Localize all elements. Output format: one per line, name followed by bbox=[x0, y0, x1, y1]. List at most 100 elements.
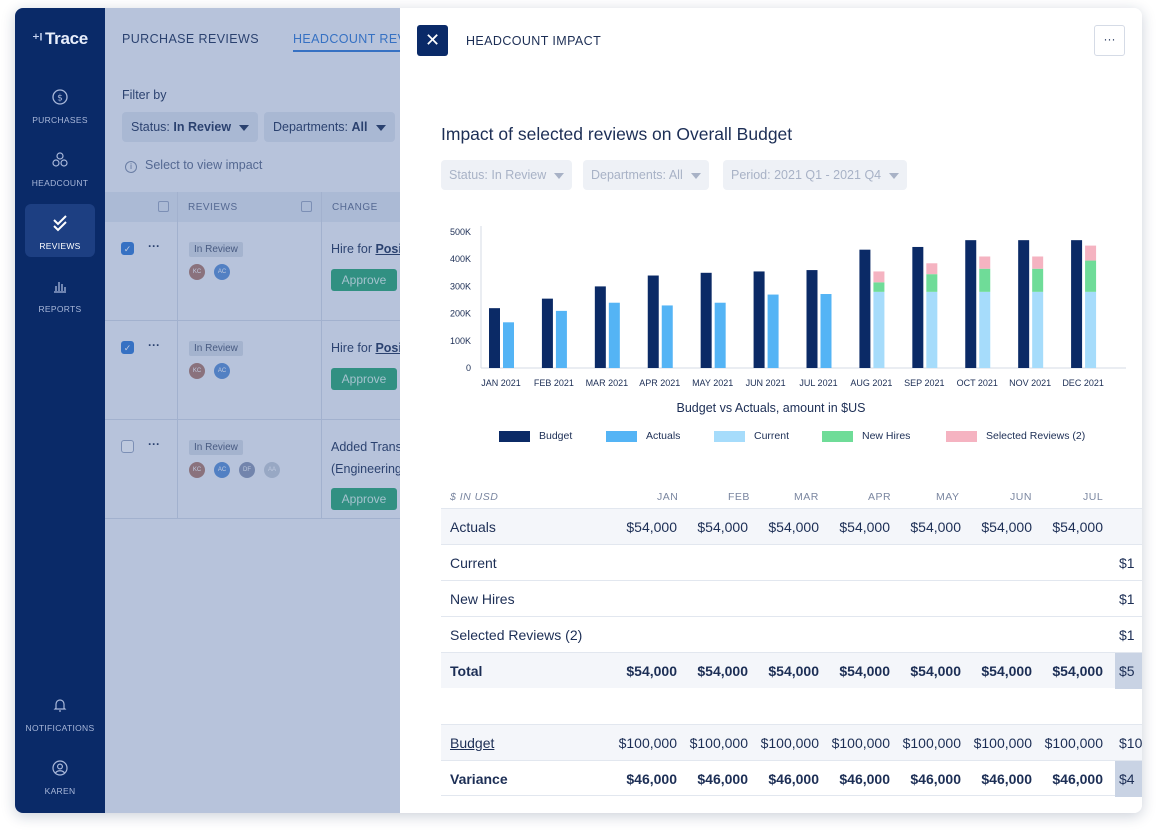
bar-budget bbox=[1018, 240, 1030, 368]
x-tick-label: MAY 2021 bbox=[692, 378, 733, 388]
y-tick-label: 300K bbox=[450, 281, 471, 291]
bar-budget bbox=[647, 275, 659, 368]
tab-purchase-reviews[interactable]: PURCHASE REVIEWS bbox=[122, 32, 259, 46]
truncated-value: $1 bbox=[1119, 555, 1135, 571]
truncated-value: $1 bbox=[1119, 627, 1135, 643]
bar-current bbox=[1032, 291, 1044, 368]
table-cell: $46,000 bbox=[768, 771, 819, 787]
filter-label: Departments: bbox=[591, 168, 667, 182]
legend-label: Budget bbox=[539, 430, 573, 442]
column-header-reviews[interactable]: REVIEWS bbox=[188, 202, 238, 213]
row-menu-icon[interactable]: ··· bbox=[148, 338, 160, 352]
row-checkbox[interactable] bbox=[121, 440, 134, 453]
chevron-down-icon bbox=[554, 172, 565, 179]
approve-button[interactable]: Approve bbox=[331, 368, 397, 390]
table-row[interactable]: ··· In Review KC AC DF AA Added Trans (E… bbox=[105, 420, 415, 519]
truncated-value: $5 bbox=[1119, 663, 1135, 679]
table-cell-truncated bbox=[1115, 509, 1142, 545]
legend-swatch bbox=[714, 430, 745, 442]
hint-text: Select to view impact bbox=[145, 158, 263, 172]
legend-item-budget: Budget bbox=[499, 430, 572, 442]
table-row-selected-reviews-2: Selected Reviews (2) $1 bbox=[441, 616, 1142, 652]
departments-filter[interactable]: Departments: All bbox=[264, 112, 395, 142]
sidebar-item-user[interactable]: KAREN bbox=[15, 759, 105, 799]
bar-actuals bbox=[714, 302, 726, 368]
bar-budget bbox=[859, 249, 871, 368]
avatar: KC bbox=[189, 363, 205, 379]
table-cell: $46,000 bbox=[839, 771, 890, 787]
sidebar-item-headcount[interactable]: HEADCOUNT bbox=[15, 151, 105, 191]
select-all-checkbox[interactable] bbox=[158, 201, 169, 212]
table-row[interactable]: ✓ ··· In Review KC AC Hire for Posi Appr… bbox=[105, 222, 415, 321]
status-filter[interactable]: Status: In Review bbox=[441, 160, 573, 190]
table-cell-truncated: $4 bbox=[1115, 761, 1142, 797]
headcount-impact-panel: ✕ HEADCOUNT IMPACT ··· Impact of selecte… bbox=[400, 8, 1142, 813]
sidebar-item-notifications[interactable]: NOTIFICATIONS bbox=[15, 696, 105, 736]
filter-value: 2021 Q1 - 2021 Q4 bbox=[774, 168, 882, 182]
legend-item-selected-reviews: Selected Reviews (2) bbox=[946, 430, 1085, 442]
table-cell: $46,000 bbox=[626, 771, 677, 787]
sidebar-item-label: NOTIFICATIONS bbox=[25, 723, 95, 733]
change-text: Hire for bbox=[331, 242, 376, 256]
sidebar-item-reviews[interactable]: REVIEWS bbox=[25, 204, 95, 257]
info-icon: i bbox=[125, 161, 137, 173]
bar-actuals bbox=[820, 294, 832, 368]
table-row-actuals: Actuals $54,000 $54,000 $54,000 $54,000 $54,0… bbox=[441, 508, 1142, 544]
row-label[interactable]: Budget bbox=[450, 735, 495, 751]
row-menu-icon[interactable]: ··· bbox=[148, 437, 160, 451]
sidebar-item-label: KAREN bbox=[44, 786, 76, 796]
filter-value: All bbox=[668, 168, 683, 182]
y-tick-label: 100K bbox=[450, 336, 471, 346]
sidebar-item-reports[interactable]: REPORTS bbox=[15, 277, 105, 317]
filter-label: Status: bbox=[449, 168, 488, 182]
x-tick-label: AUG 2021 bbox=[850, 378, 892, 388]
bar-current bbox=[873, 291, 885, 368]
x-tick-label: APR 2021 bbox=[639, 378, 680, 388]
bar-new-hires bbox=[979, 268, 991, 292]
bar-budget bbox=[1071, 240, 1083, 368]
x-tick-label: JUL 2021 bbox=[799, 378, 837, 388]
sidebar-item-purchases[interactable]: $ PURCHASES bbox=[15, 88, 105, 128]
more-options-button[interactable]: ··· bbox=[1094, 25, 1125, 56]
row-checkbox[interactable]: ✓ bbox=[121, 242, 134, 255]
bar-selected-reviews-2 bbox=[979, 256, 991, 269]
change-description: Added Trans bbox=[331, 440, 402, 454]
table-cell: $100,000 bbox=[760, 735, 819, 751]
x-tick-label: FEB 2021 bbox=[534, 378, 574, 388]
app-logo[interactable]: ⁺ᴵ Trace bbox=[32, 29, 88, 49]
close-button[interactable]: ✕ bbox=[417, 25, 448, 56]
bar-budget bbox=[489, 308, 500, 368]
logo-mark-icon: ⁺ᴵ bbox=[32, 31, 43, 48]
table-row[interactable]: ✓ ··· In Review KC AC Hire for Posi Appr… bbox=[105, 321, 415, 420]
position-link[interactable]: Posi bbox=[375, 242, 402, 256]
legend-label: Current bbox=[754, 430, 790, 442]
column-header-month: FEB bbox=[728, 491, 750, 503]
filter-label: Period: bbox=[731, 168, 771, 182]
approve-button[interactable]: Approve bbox=[331, 269, 397, 291]
position-link[interactable]: Posi bbox=[375, 341, 402, 355]
legend-swatch bbox=[499, 430, 530, 442]
table-cell: $100,000 bbox=[831, 735, 890, 751]
departments-filter[interactable]: Departments: All bbox=[583, 160, 709, 190]
sidebar-item-label: HEADCOUNT bbox=[31, 178, 89, 188]
filter-label: Departments: bbox=[273, 120, 349, 134]
table-cell: $46,000 bbox=[697, 771, 748, 787]
status-filter[interactable]: Status: In Review bbox=[122, 112, 259, 142]
truncated-value: $4 bbox=[1119, 771, 1135, 787]
bell-icon bbox=[53, 699, 67, 712]
tab-headcount-reviews[interactable]: HEADCOUNT REVIEWS bbox=[293, 32, 403, 52]
column-filter-icon[interactable] bbox=[301, 201, 312, 212]
table-cell: $100,000 bbox=[973, 735, 1032, 751]
bar-actuals bbox=[503, 322, 514, 368]
column-header-month: APR bbox=[868, 491, 892, 503]
chevron-down-icon bbox=[239, 124, 250, 131]
modal-backdrop[interactable] bbox=[105, 8, 400, 813]
avatar: AA bbox=[264, 462, 280, 478]
row-menu-icon[interactable]: ··· bbox=[148, 239, 160, 253]
column-header-change[interactable]: CHANGE bbox=[332, 202, 378, 213]
row-checkbox[interactable]: ✓ bbox=[121, 341, 134, 354]
y-tick-label: 200K bbox=[450, 309, 471, 319]
approve-button[interactable]: Approve bbox=[331, 488, 397, 510]
y-tick-label: 0 bbox=[466, 363, 471, 373]
period-filter[interactable]: Period: 2021 Q1 - 2021 Q4 bbox=[723, 160, 908, 190]
